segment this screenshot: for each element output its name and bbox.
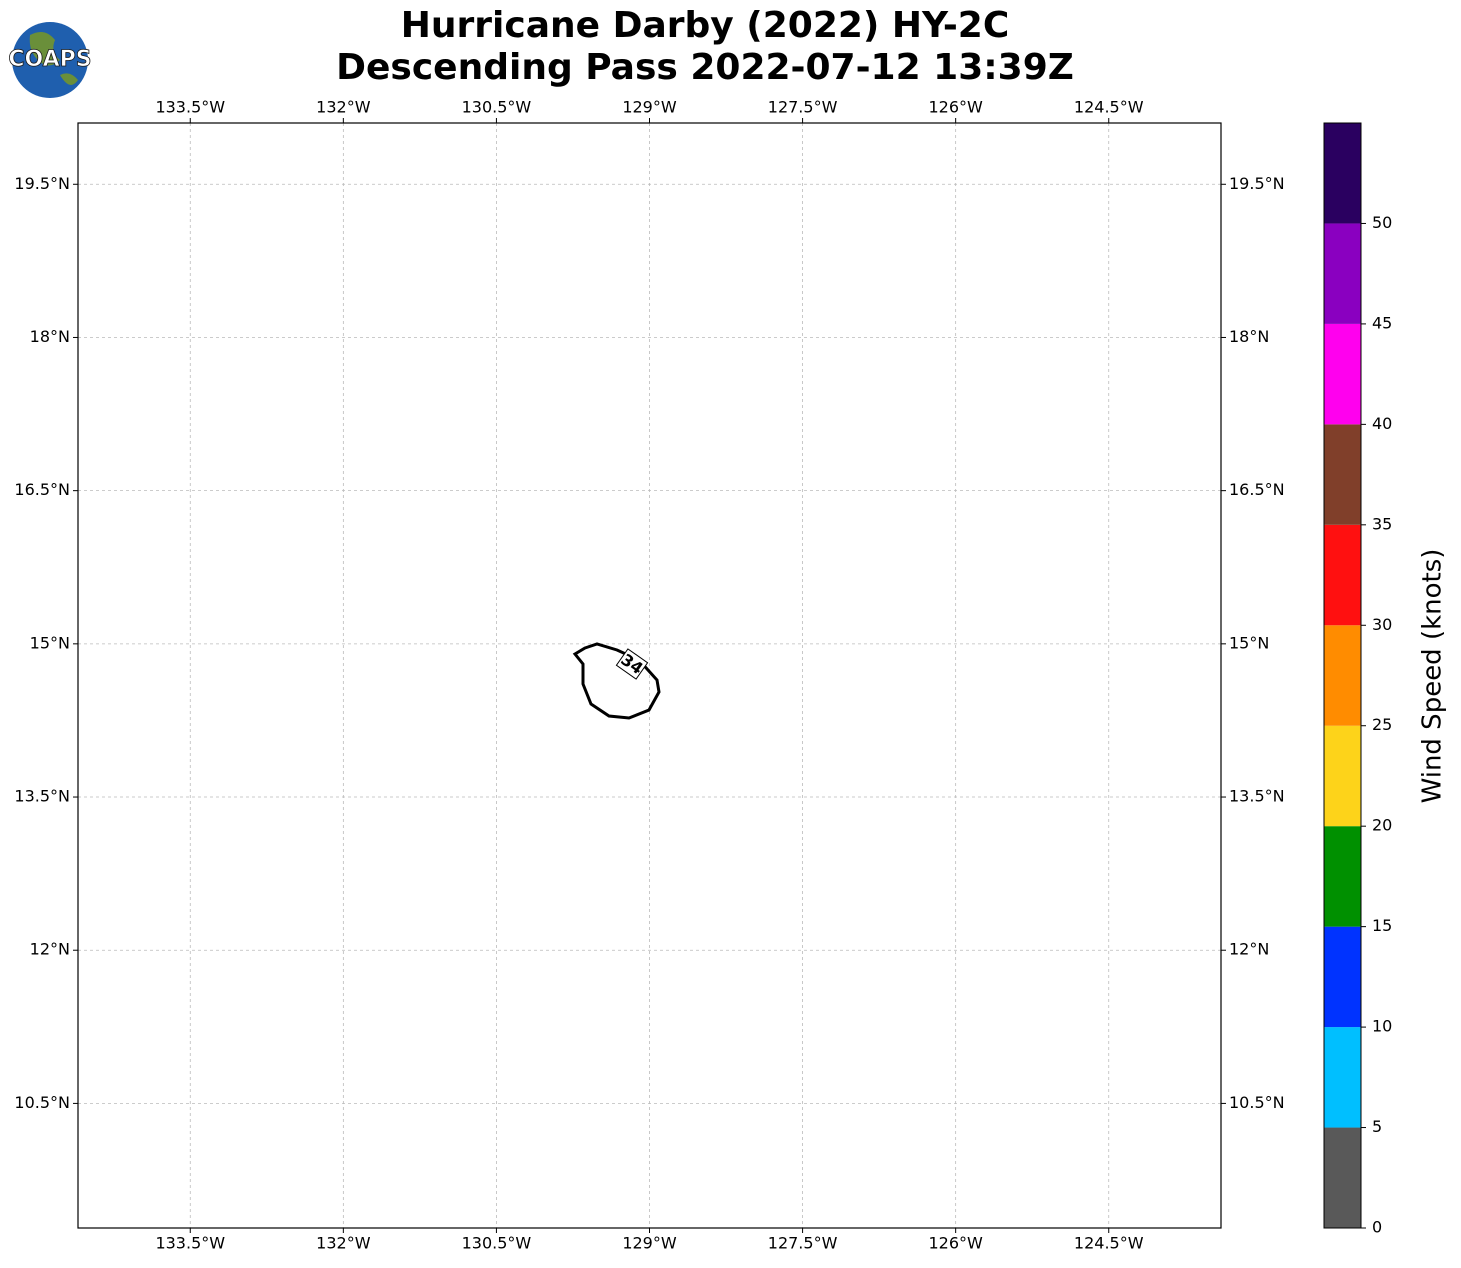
x-tick-label: 130.5°W <box>462 1234 532 1253</box>
grid <box>78 123 1221 1228</box>
x-tick-label-top: 132°W <box>316 98 371 117</box>
colorbar-segment <box>1324 123 1361 224</box>
chart-title: Hurricane Darby (2022) HY-2C <box>401 5 1009 46</box>
logo: COAPS <box>8 22 92 98</box>
y-tick-label: 16.5°N <box>14 480 70 499</box>
y-tick-label: 10.5°N <box>14 1093 70 1112</box>
x-tick-label: 126°W <box>928 1234 983 1253</box>
y-tick-label: 15°N <box>30 633 70 652</box>
y-tick-label-right: 18°N <box>1229 327 1269 346</box>
colorbar-tick-label: 50 <box>1372 213 1392 232</box>
x-tick-label: 129°W <box>622 1234 677 1253</box>
colorbar-tick-label: 35 <box>1372 514 1392 533</box>
colorbar-tick-label: 10 <box>1372 1017 1392 1036</box>
x-tick-label-top: 130.5°W <box>462 98 532 117</box>
colorbar-tick-label: 5 <box>1372 1117 1382 1136</box>
contour-line <box>572 642 661 720</box>
x-tick-label-top: 126°W <box>928 98 983 117</box>
logo-land <box>29 31 78 85</box>
colorbar-tick-label: 20 <box>1372 816 1392 835</box>
y-tick-label-right: 19.5°N <box>1229 174 1285 193</box>
x-tick-label: 132°W <box>316 1234 371 1253</box>
colorbar: 0 5 10 15 20 25 30 35 40 45 50 <box>1323 122 1392 1237</box>
x-tick-label: 133.5°W <box>155 1234 225 1253</box>
colorbar-segment <box>1324 323 1361 425</box>
x-tick-label: 127.5°W <box>768 1234 838 1253</box>
colorbar-segment <box>1324 826 1361 927</box>
y-tick-label-right: 10.5°N <box>1229 1093 1285 1112</box>
y-tick-label-right: 16.5°N <box>1229 480 1285 499</box>
x-tick-label-top: 127.5°W <box>768 98 838 117</box>
contour-label-box <box>615 648 649 680</box>
colorbar-segment <box>1324 1127 1361 1228</box>
colorbar-segment <box>1324 1027 1361 1128</box>
colorbar-tick-label: 30 <box>1372 615 1392 634</box>
colorbar-segment <box>1324 625 1361 726</box>
x-tick-label-top: 133.5°W <box>155 98 225 117</box>
colorbar-segment <box>1324 926 1361 1028</box>
colorbar-tick-label: 40 <box>1372 414 1392 433</box>
colorbar-label: Wind Speed (knots) <box>1418 549 1448 804</box>
y-tick-label-right: 12°N <box>1229 940 1269 959</box>
colorbar-segment <box>1324 524 1361 626</box>
y-tick-label: 13.5°N <box>14 787 70 806</box>
x-tick-label-top: 124.5°W <box>1074 98 1144 117</box>
x-tick-label-top: 129°W <box>622 98 677 117</box>
chart-subtitle: Descending Pass 2022-07-12 13:39Z <box>336 47 1074 88</box>
colorbar-frame <box>1323 122 1362 1229</box>
colorbar-tick-label: 0 <box>1372 1218 1382 1237</box>
colorbar-segment <box>1324 725 1361 827</box>
colorbar-segment <box>1324 223 1361 324</box>
logo-text: COAPS <box>8 47 91 72</box>
y-tick-label-right: 13.5°N <box>1229 787 1285 806</box>
colorbar-tick-label: 15 <box>1372 916 1392 935</box>
x-tick-label: 124.5°W <box>1074 1234 1144 1253</box>
colorbar-segment <box>1324 424 1361 525</box>
y-tick-label-right: 15°N <box>1229 633 1269 652</box>
colorbar-tick-label: 25 <box>1372 715 1392 734</box>
y-tick-label: 12°N <box>30 940 70 959</box>
y-tick-label: 18°N <box>30 327 70 346</box>
colorbar-tick-label: 45 <box>1372 313 1392 332</box>
y-tick-label: 19.5°N <box>14 174 70 193</box>
